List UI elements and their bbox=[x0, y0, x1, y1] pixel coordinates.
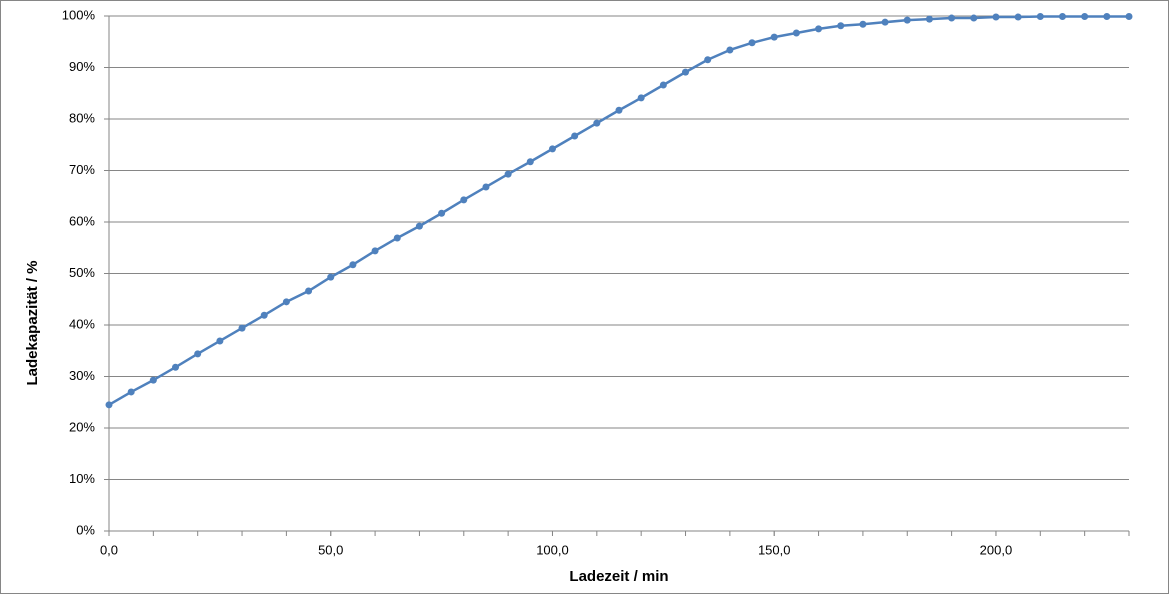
data-point bbox=[172, 363, 180, 371]
data-point bbox=[992, 13, 1000, 21]
data-point bbox=[1036, 13, 1044, 21]
data-point bbox=[615, 106, 623, 114]
x-tick-label: 200,0 bbox=[980, 542, 1013, 557]
y-tick-label: 30% bbox=[69, 368, 95, 383]
y-tick-label: 100% bbox=[62, 7, 96, 22]
y-axis-title: Ladekapazität / % bbox=[24, 260, 41, 385]
y-tick-label: 10% bbox=[69, 471, 95, 486]
data-point bbox=[127, 388, 135, 396]
data-point bbox=[659, 81, 667, 89]
x-tick-label: 100,0 bbox=[536, 542, 569, 557]
data-point bbox=[105, 401, 113, 409]
data-point bbox=[282, 298, 290, 306]
data-point bbox=[305, 287, 313, 295]
data-point bbox=[1103, 13, 1111, 21]
data-point bbox=[704, 56, 712, 64]
y-tick-label: 70% bbox=[69, 162, 95, 177]
data-point bbox=[792, 29, 800, 37]
y-tick-label: 60% bbox=[69, 213, 95, 228]
data-point bbox=[1081, 13, 1089, 21]
data-point bbox=[593, 119, 601, 127]
data-point bbox=[948, 14, 956, 22]
y-tick-label: 80% bbox=[69, 110, 95, 125]
data-point bbox=[571, 132, 579, 140]
data-point bbox=[1125, 13, 1133, 21]
data-point bbox=[903, 16, 911, 24]
data-point bbox=[526, 158, 534, 166]
data-point bbox=[460, 196, 468, 204]
data-point bbox=[925, 15, 933, 23]
data-point bbox=[726, 46, 734, 54]
x-tick-label: 150,0 bbox=[758, 542, 791, 557]
x-axis-title: Ladezeit / min bbox=[569, 568, 668, 585]
data-point bbox=[438, 209, 446, 217]
data-point bbox=[371, 247, 379, 255]
data-point bbox=[637, 94, 645, 102]
y-tick-label: 90% bbox=[69, 59, 95, 74]
y-tick-label: 50% bbox=[69, 265, 95, 280]
data-point bbox=[1014, 13, 1022, 21]
x-tick-label: 50,0 bbox=[318, 542, 343, 557]
data-point bbox=[859, 20, 867, 28]
data-point bbox=[815, 25, 823, 33]
data-point bbox=[349, 261, 357, 269]
y-tick-label: 40% bbox=[69, 316, 95, 331]
data-point bbox=[194, 350, 202, 358]
data-point bbox=[504, 170, 512, 178]
data-point bbox=[216, 337, 224, 345]
data-point bbox=[260, 311, 268, 319]
data-point bbox=[881, 18, 889, 26]
data-point bbox=[327, 273, 335, 281]
data-point bbox=[837, 22, 845, 30]
x-tick-label: 0,0 bbox=[100, 542, 118, 557]
data-point bbox=[415, 222, 423, 230]
data-point bbox=[1058, 13, 1066, 21]
data-point bbox=[682, 68, 690, 76]
data-point bbox=[548, 145, 556, 153]
data-point bbox=[770, 33, 778, 41]
data-point bbox=[393, 234, 401, 242]
data-point bbox=[238, 324, 246, 332]
y-tick-label: 0% bbox=[76, 522, 95, 537]
y-tick-label: 20% bbox=[69, 419, 95, 434]
data-point bbox=[970, 14, 978, 22]
data-point bbox=[748, 39, 756, 47]
data-point bbox=[482, 183, 490, 191]
data-point bbox=[149, 376, 157, 384]
